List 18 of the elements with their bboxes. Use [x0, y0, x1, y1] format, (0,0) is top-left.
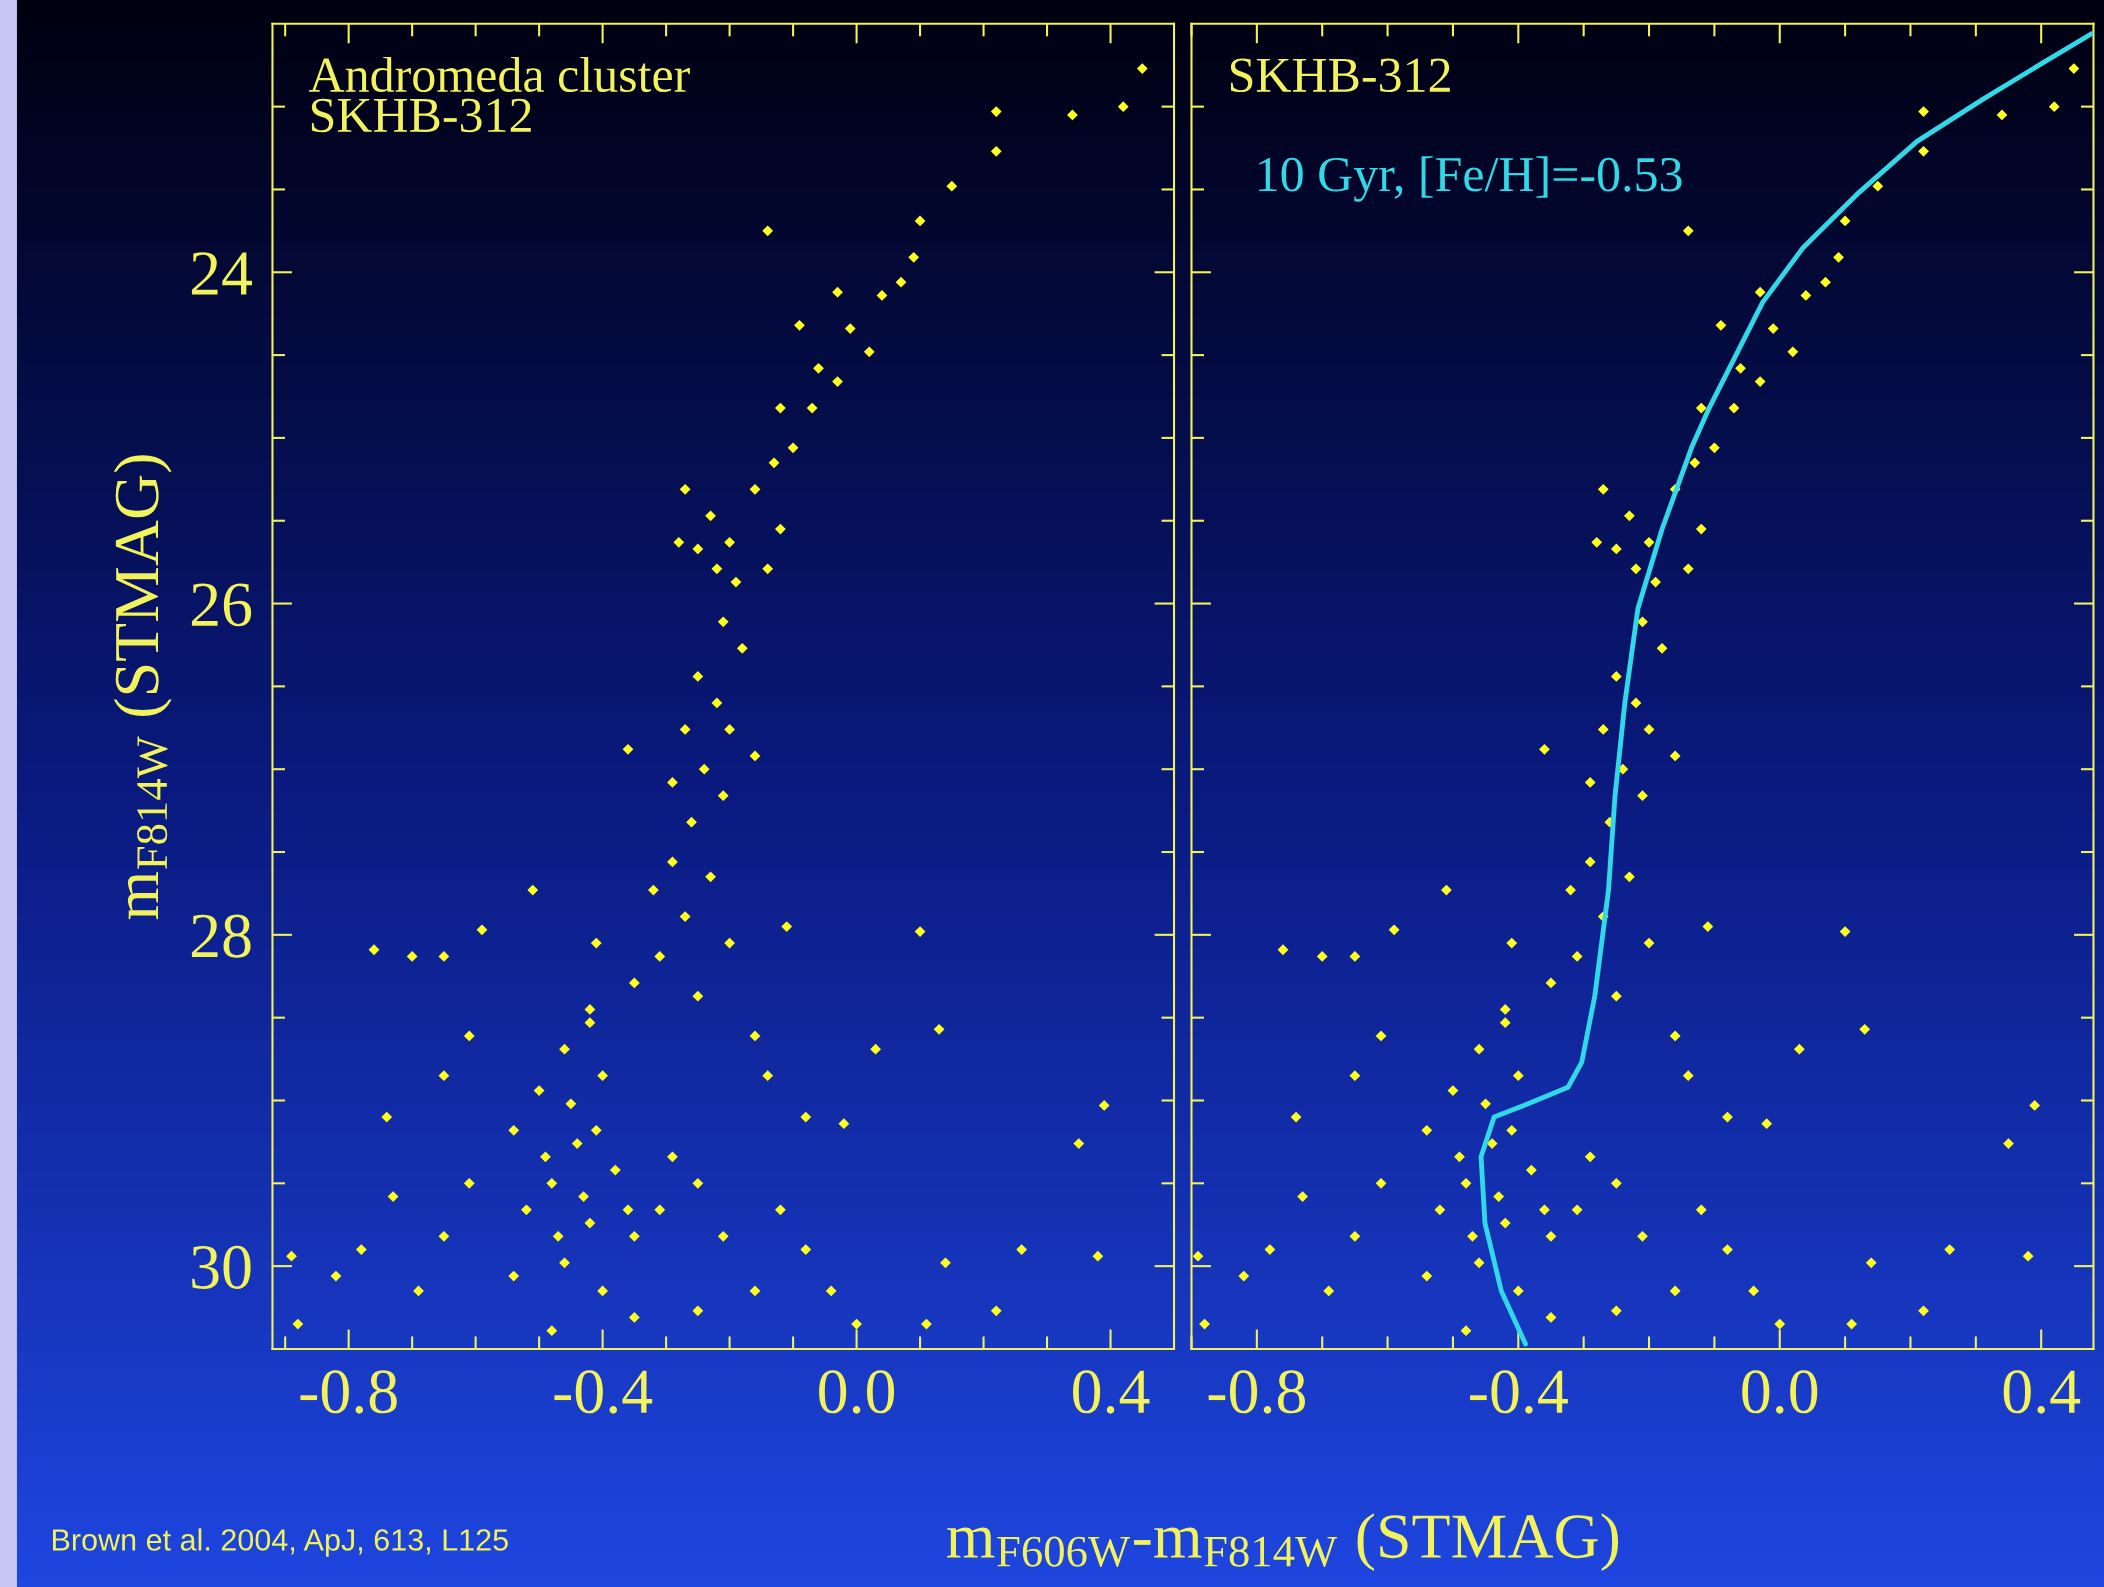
- x-tick-label: -0.8: [300, 1370, 397, 1414]
- x-tick-label: -0.4: [554, 1370, 653, 1414]
- y-tick-label: 30: [192, 1245, 251, 1289]
- y-tick-label: 28: [191, 914, 251, 958]
- x-tick-label: 0.0: [819, 1370, 895, 1414]
- y-axis-title: m$_{F814W}$ (STMAG): [113, 455, 172, 920]
- x-tick-label: -0.4: [1470, 1370, 1568, 1414]
- annotation: SKHB-312: [1230, 58, 1450, 93]
- x-axis-title: m$_{F606W}$-m$_{F814W}$ (STMAG): [947, 1513, 1619, 1572]
- annotation: Andromeda cluster SKHB-312: [309, 56, 690, 133]
- x-tick-label: 0.4: [2003, 1370, 2081, 1414]
- y-tick-label: 26: [191, 583, 252, 627]
- text: Brown et al. 2004, ApJ, 613, L125: [53, 1528, 508, 1557]
- x-tick-label: -0.8: [1208, 1370, 1305, 1414]
- x-tick-label: 0.4: [1073, 1370, 1150, 1414]
- y-tick-label: 24: [191, 252, 253, 295]
- text: 10 Gyr, [Fe/H]=-0.53: [1259, 156, 1682, 202]
- x-tick-label: 0.0: [1742, 1370, 1818, 1414]
